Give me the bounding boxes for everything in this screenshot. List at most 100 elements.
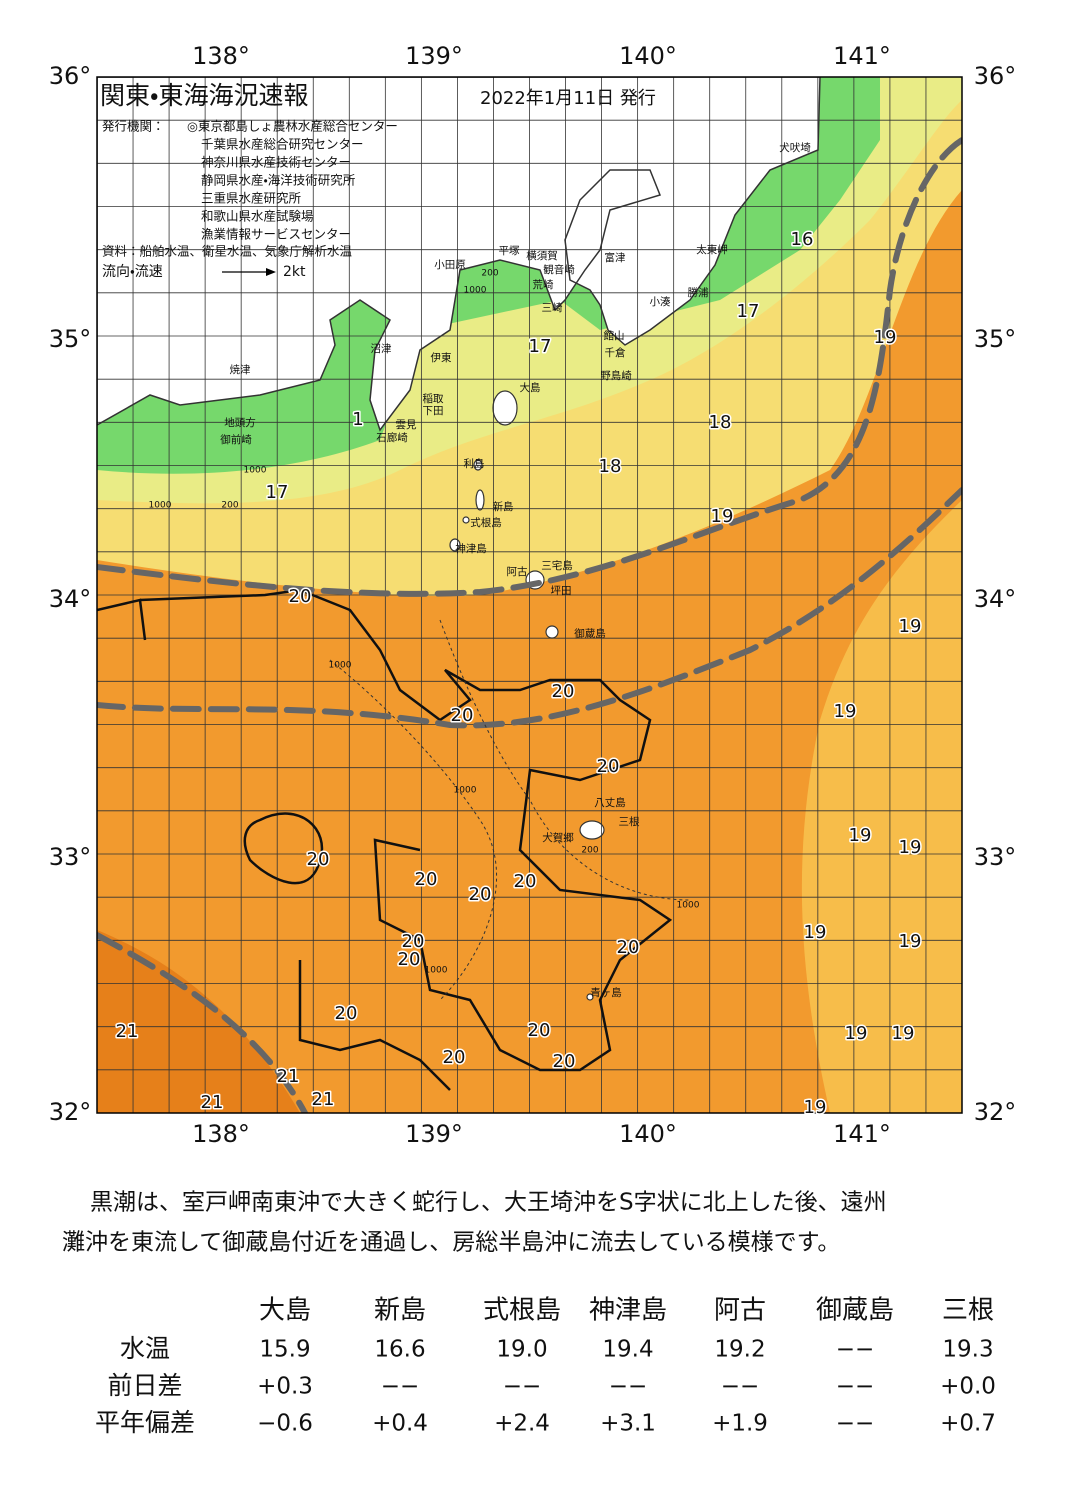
lon-label: 139°	[405, 42, 463, 70]
place-name: 阿古	[507, 565, 528, 578]
place-name: 雲見	[396, 419, 417, 431]
table-cell: −−	[836, 1411, 875, 1437]
isotherm-label: 20	[552, 681, 575, 702]
lat-label: 33°	[974, 843, 1017, 871]
place-name: 沼津	[371, 342, 392, 355]
place-name: 富津	[605, 251, 626, 264]
isotherm-label: 19	[899, 931, 922, 952]
isotherm-label: 19	[804, 1097, 827, 1118]
lat-label: 32°	[974, 1098, 1017, 1126]
row-label: 前日差	[107, 1371, 182, 1400]
table-cell: −−	[836, 1337, 875, 1363]
isotherm-label: 20	[528, 1020, 551, 1041]
isotherm-label: 19	[874, 327, 897, 348]
place-name: 青ヶ島	[590, 986, 622, 999]
depth-label: 1000	[149, 501, 172, 511]
table-cell: +0.7	[940, 1411, 996, 1437]
isotherm-label: 17	[529, 336, 552, 357]
land	[97, 77, 821, 432]
table-cell: 19.0	[496, 1337, 547, 1363]
isotherm-label: 17	[737, 301, 760, 322]
flow-arrowhead	[266, 268, 276, 276]
isotherm-label: 20	[597, 756, 620, 777]
sea-east	[801, 500, 962, 1113]
isotherm-label: 19	[711, 506, 734, 527]
lon-label: 138°	[192, 42, 250, 70]
table-cell: +0.4	[372, 1411, 428, 1437]
isotherm-label: 19	[804, 922, 827, 943]
place-name: 太東岬	[696, 243, 728, 256]
table-cell: +0.0	[940, 1374, 996, 1400]
table-header: 御蔵島	[816, 1296, 894, 1326]
place-name: 横須賀	[526, 249, 558, 262]
place-name: 三宅島	[541, 559, 573, 572]
place-name: 大島	[520, 381, 541, 394]
isotherm-label: 19	[834, 701, 857, 722]
place-name: 平塚	[499, 245, 520, 257]
issuer: ◎東京都島しょ農林水産総合センター	[187, 119, 398, 134]
table-cell: −−	[381, 1374, 420, 1400]
isotherm-label: 20	[307, 849, 330, 870]
issuer: 漁業情報サービスセンター	[201, 227, 351, 242]
depth-label: 200	[481, 269, 498, 279]
lat-label: 34°	[49, 585, 92, 613]
issuer-list: ◎東京都島しょ農林水産総合センター千葉県水産総合研究センター神奈川県水産技術セン…	[187, 119, 398, 242]
table-header: 阿古	[714, 1296, 766, 1326]
isotherm-label: 21	[201, 1092, 224, 1113]
map-title: 関東・東海海況速報	[100, 81, 309, 110]
isotherm-label: 20	[617, 937, 640, 958]
isotherm-label: 20	[402, 931, 425, 952]
lon-label: 140°	[619, 42, 677, 70]
place-name: 下田	[423, 405, 444, 417]
place-name: 荒崎	[533, 278, 554, 291]
table-header: 新島	[374, 1296, 426, 1326]
issuer: 千葉県水産総合研究センター	[201, 137, 364, 152]
table-cell: +2.4	[494, 1411, 550, 1437]
issuer: 静岡県水産・海洋技術研究所	[201, 173, 356, 188]
place-name: 新島	[493, 500, 514, 513]
isotherm-label: 18	[709, 412, 732, 433]
place-name: 千倉	[605, 347, 626, 359]
flow-label: 流向・流速	[102, 264, 163, 280]
place-name: 稲取	[423, 393, 444, 405]
place-name: 御蔵島	[574, 627, 606, 640]
place-name: 観音崎	[543, 263, 575, 276]
isotherm-label: 17	[266, 482, 289, 503]
isotherm-label: 20	[415, 869, 438, 890]
place-name: 焼津	[230, 364, 251, 376]
lon-label: 140°	[619, 1120, 677, 1148]
table-header: 大島	[259, 1296, 311, 1326]
depth-label: 1000	[454, 786, 477, 796]
lon-label: 138°	[192, 1120, 250, 1148]
map-area	[97, 77, 962, 1113]
isotherm-label: 20	[469, 884, 492, 905]
place-name: 御前崎	[220, 433, 252, 446]
place-name: 三根	[619, 815, 640, 828]
table-cell: +0.3	[257, 1374, 313, 1400]
table-header: 三根	[942, 1296, 994, 1326]
lat-label: 35°	[49, 325, 92, 353]
place-name: 三崎	[542, 301, 563, 314]
place-name: 坪田	[551, 584, 572, 597]
lat-label: 35°	[974, 325, 1017, 353]
lat-label: 36°	[49, 62, 92, 90]
isotherm-label: 18	[599, 456, 622, 477]
isotherm-label: 19	[845, 1023, 868, 1044]
place-name: 野島崎	[600, 369, 632, 382]
issuer-label: 発行機関：	[102, 119, 165, 134]
isotherm-label: 19	[899, 837, 922, 858]
lon-label: 139°	[405, 1120, 463, 1148]
place-name: 利島	[464, 457, 485, 470]
place-name: 伊東	[431, 351, 452, 364]
lat-label: 34°	[974, 585, 1017, 613]
isotherm-label: 21	[116, 1021, 139, 1042]
depth-label: 200	[221, 501, 238, 511]
isotherms	[97, 588, 673, 1091]
isotherm-label: 20	[553, 1051, 576, 1072]
table-cell: 16.6	[374, 1337, 425, 1363]
source: 資料：船舶水温、衛星水温、気象庁解析水温	[102, 244, 353, 259]
isotherm-label: 20	[451, 705, 474, 726]
lat-label: 33°	[49, 843, 92, 871]
isotherm-label: 20	[514, 871, 537, 892]
